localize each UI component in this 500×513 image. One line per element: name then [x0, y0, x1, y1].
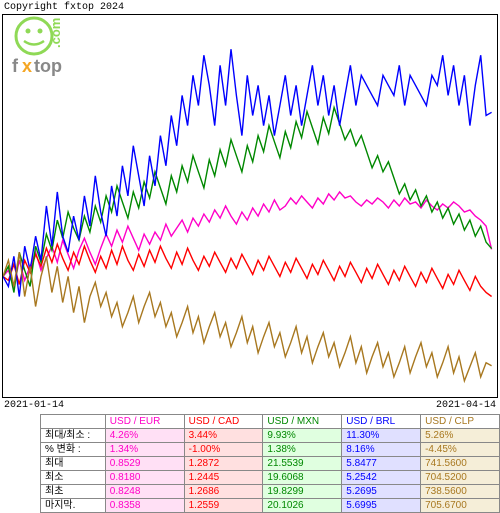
row-label: 최대	[41, 457, 106, 471]
table-cell: 741.5600	[421, 457, 500, 471]
table-corner	[41, 415, 106, 429]
table-cell: 1.2872	[184, 457, 263, 471]
table-cell: 1.2445	[184, 471, 263, 485]
table-cell: 1.2559	[184, 499, 263, 513]
table-cell: 1.38%	[263, 443, 342, 457]
column-header: USD / MXN	[263, 415, 342, 429]
column-header: USD / BRL	[342, 415, 421, 429]
currency-table: USD / EURUSD / CADUSD / MXNUSD / BRLUSD …	[40, 414, 500, 513]
table-cell: -1.00%	[184, 443, 263, 457]
series-line	[3, 244, 492, 296]
table-cell: 5.2542	[342, 471, 421, 485]
table-cell: 20.1026	[263, 499, 342, 513]
table-cell: 0.8358	[105, 499, 184, 513]
fxtop-logo: f x top .com	[6, 14, 86, 89]
svg-text:.com: .com	[48, 18, 63, 48]
table-cell: 5.26%	[421, 429, 500, 443]
table-cell: 21.5539	[263, 457, 342, 471]
svg-text:top: top	[34, 56, 62, 76]
table-cell: 11.30%	[342, 429, 421, 443]
table-cell: 19.6068	[263, 471, 342, 485]
column-header: USD / CLP	[421, 415, 500, 429]
series-line	[3, 192, 492, 287]
table-cell: 1.34%	[105, 443, 184, 457]
column-header: USD / CAD	[184, 415, 263, 429]
table-cell: 3.44%	[184, 429, 263, 443]
row-label: 최초	[41, 485, 106, 499]
table-cell: 9.93%	[263, 429, 342, 443]
table-cell: 4.26%	[105, 429, 184, 443]
table-cell: 1.2686	[184, 485, 263, 499]
table-cell: 0.8529	[105, 457, 184, 471]
row-label: 최대/최소 :	[41, 429, 106, 443]
column-header: USD / EUR	[105, 415, 184, 429]
table-cell: -4.45%	[421, 443, 500, 457]
table-cell: 738.5600	[421, 485, 500, 499]
row-label: % 변화 :	[41, 443, 106, 457]
table-cell: 5.6995	[342, 499, 421, 513]
date-end: 2021-04-14	[436, 400, 496, 411]
table-cell: 19.8299	[263, 485, 342, 499]
table-cell: 5.8477	[342, 457, 421, 471]
row-label: 최소	[41, 471, 106, 485]
table-cell: 8.16%	[342, 443, 421, 457]
date-start: 2021-01-14	[4, 400, 64, 411]
table-cell: 0.8180	[105, 471, 184, 485]
table-cell: 704.5200	[421, 471, 500, 485]
row-label: 마지막.	[41, 499, 106, 513]
table-cell: 705.6700	[421, 499, 500, 513]
table-cell: 0.8248	[105, 485, 184, 499]
copyright-text: Copyright fxtop 2024	[4, 2, 124, 13]
table-cell: 5.2695	[342, 485, 421, 499]
series-line	[3, 252, 492, 381]
svg-text:x: x	[22, 56, 32, 76]
svg-text:f: f	[12, 56, 19, 76]
